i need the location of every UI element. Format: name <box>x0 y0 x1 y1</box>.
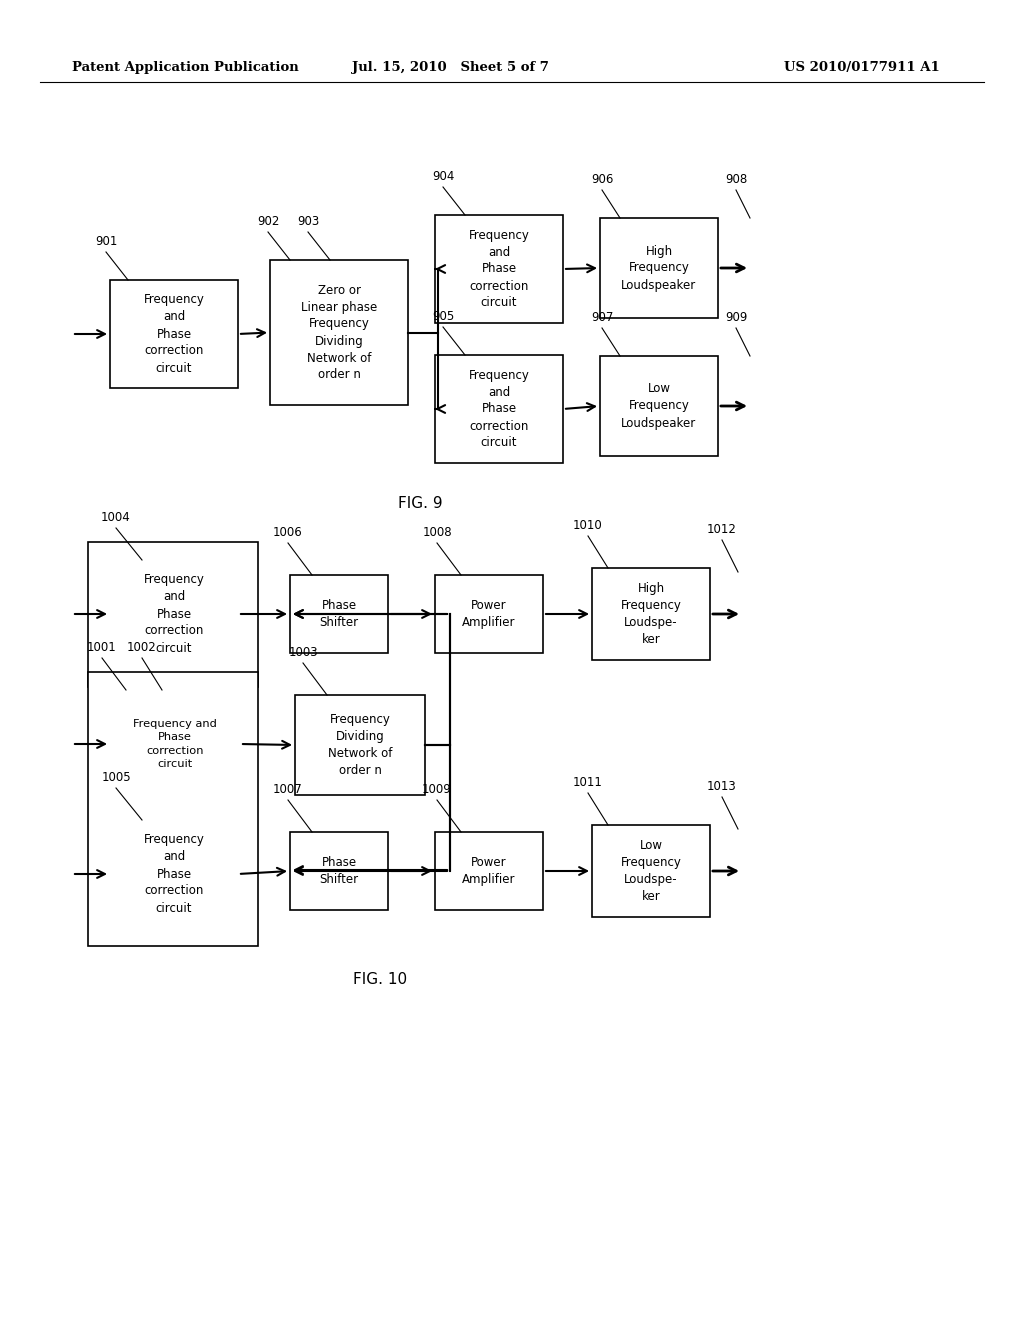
Text: 1009: 1009 <box>422 783 452 796</box>
Text: FIG. 9: FIG. 9 <box>397 496 442 511</box>
Text: High
Frequency
Loudspe-
ker: High Frequency Loudspe- ker <box>621 582 681 645</box>
Text: 901: 901 <box>95 235 117 248</box>
Text: Phase
Shifter: Phase Shifter <box>319 855 358 886</box>
Bar <box>88 543 258 686</box>
Text: 1005: 1005 <box>101 771 131 784</box>
Bar <box>435 832 543 909</box>
Text: Frequency
and
Phase
correction
circuit: Frequency and Phase correction circuit <box>143 573 205 655</box>
Text: Frequency
and
Phase
correction
circuit: Frequency and Phase correction circuit <box>469 368 529 450</box>
Text: 1013: 1013 <box>708 780 737 793</box>
Bar <box>270 260 408 405</box>
Text: 908: 908 <box>725 173 748 186</box>
Bar <box>110 820 238 928</box>
Text: Low
Frequency
Loudspeaker: Low Frequency Loudspeaker <box>622 383 696 429</box>
Bar <box>592 825 710 917</box>
Bar <box>435 355 563 463</box>
Text: 909: 909 <box>725 312 748 323</box>
Text: US 2010/0177911 A1: US 2010/0177911 A1 <box>784 62 940 74</box>
Text: 906: 906 <box>591 173 613 186</box>
Text: Patent Application Publication: Patent Application Publication <box>72 62 299 74</box>
Bar <box>600 356 718 455</box>
Text: 1006: 1006 <box>273 525 303 539</box>
Text: Phase
Shifter: Phase Shifter <box>319 599 358 630</box>
Text: 1004: 1004 <box>101 511 131 524</box>
Text: Frequency
Dividing
Network of
order n: Frequency Dividing Network of order n <box>328 713 392 777</box>
Bar <box>592 568 710 660</box>
Text: Jul. 15, 2010   Sheet 5 of 7: Jul. 15, 2010 Sheet 5 of 7 <box>351 62 549 74</box>
Text: 1012: 1012 <box>707 523 737 536</box>
Text: Zero or
Linear phase
Frequency
Dividing
Network of
order n: Zero or Linear phase Frequency Dividing … <box>301 284 377 381</box>
Bar <box>110 280 238 388</box>
Text: 1002: 1002 <box>127 642 157 653</box>
Bar <box>110 560 238 668</box>
Text: 902: 902 <box>257 215 280 228</box>
Text: Power
Amplifier: Power Amplifier <box>462 855 516 886</box>
Text: 904: 904 <box>432 170 455 183</box>
Text: Frequency
and
Phase
correction
circuit: Frequency and Phase correction circuit <box>143 293 205 375</box>
Text: 1001: 1001 <box>87 642 117 653</box>
Text: 903: 903 <box>297 215 319 228</box>
Bar <box>435 215 563 323</box>
Text: 907: 907 <box>591 312 613 323</box>
Bar <box>600 218 718 318</box>
Bar <box>88 672 258 946</box>
Bar <box>435 576 543 653</box>
Text: Frequency and
Phase
correction
circuit: Frequency and Phase correction circuit <box>133 719 217 768</box>
Text: 1003: 1003 <box>288 645 317 659</box>
Bar <box>295 696 425 795</box>
Bar <box>290 576 388 653</box>
Text: High
Frequency
Loudspeaker: High Frequency Loudspeaker <box>622 244 696 292</box>
Text: FIG. 10: FIG. 10 <box>353 972 408 987</box>
Text: Frequency
and
Phase
correction
circuit: Frequency and Phase correction circuit <box>469 228 529 309</box>
Text: 1008: 1008 <box>422 525 452 539</box>
Bar <box>290 832 388 909</box>
Text: 1007: 1007 <box>273 783 303 796</box>
Bar <box>110 690 240 799</box>
Text: 1011: 1011 <box>573 776 603 789</box>
Text: 1010: 1010 <box>573 519 603 532</box>
Text: 905: 905 <box>432 310 454 323</box>
Text: Frequency
and
Phase
correction
circuit: Frequency and Phase correction circuit <box>143 833 205 915</box>
Text: Low
Frequency
Loudspe-
ker: Low Frequency Loudspe- ker <box>621 840 681 903</box>
Text: Power
Amplifier: Power Amplifier <box>462 599 516 630</box>
